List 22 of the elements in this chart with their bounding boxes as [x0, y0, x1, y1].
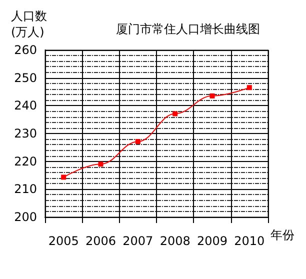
- point: [172, 111, 178, 116]
- chart-title: 厦门市常住人口增长曲线图: [116, 22, 260, 36]
- x-tick-label: 2006: [85, 234, 116, 248]
- point: [210, 93, 215, 98]
- y-tick-label: 220: [14, 154, 37, 168]
- point: [61, 174, 66, 180]
- x-tick-label: 2009: [196, 234, 228, 248]
- x-tick-label: 2008: [160, 234, 190, 248]
- point: [246, 85, 252, 90]
- y-tick-label: 240: [14, 98, 37, 113]
- point: [135, 139, 140, 144]
- x-axis-title: 年份: [270, 228, 295, 242]
- y-tick-label: 230: [14, 126, 37, 140]
- y-tick-label: 200: [14, 210, 37, 224]
- y-tick-label: 260: [14, 43, 37, 57]
- y-axis-title: 人口数 (万人): [11, 9, 47, 39]
- point: [98, 162, 104, 167]
- x-tick-label: 2005: [48, 234, 79, 248]
- y-tick-label: 210: [14, 182, 37, 196]
- y-tick-label: 250: [14, 70, 37, 85]
- x-tick-label: 2010: [234, 234, 265, 248]
- x-tick-label: 2007: [122, 234, 154, 248]
